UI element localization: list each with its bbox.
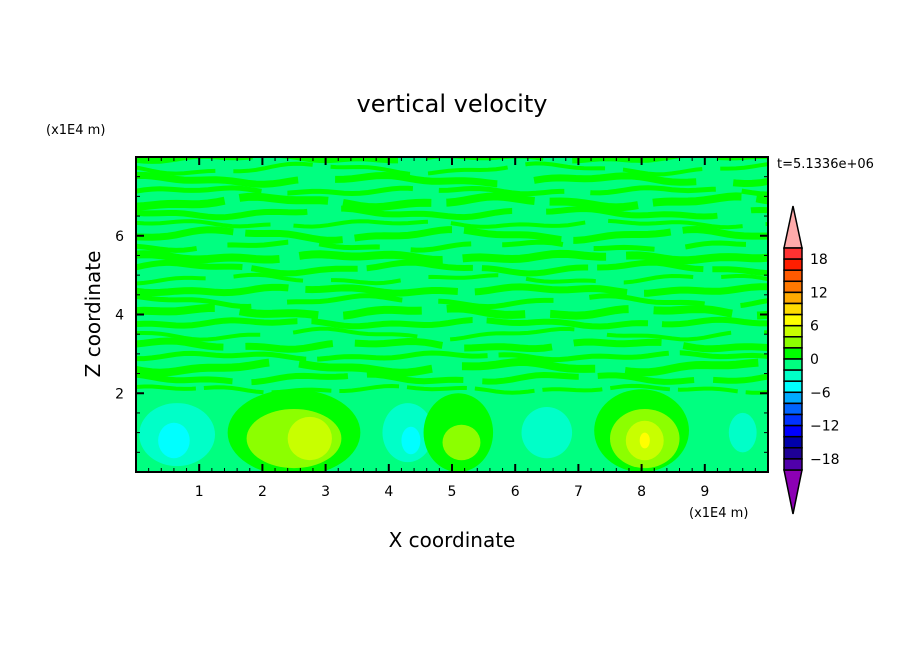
contour-stripe xyxy=(136,350,768,363)
colorbar-box xyxy=(783,258,803,271)
x-tick-label: 2 xyxy=(258,484,267,500)
time-label: t=5.1336e+06 xyxy=(777,157,874,172)
colorbar-box xyxy=(783,435,803,449)
colorbar-box xyxy=(783,391,803,405)
x-tick-label: 8 xyxy=(637,484,646,500)
y-tick-label: 6 xyxy=(115,229,124,245)
colorbar-label: 12 xyxy=(810,285,828,301)
contour-stripe xyxy=(136,357,768,377)
colorbar-box xyxy=(783,458,803,471)
colorbar-box xyxy=(783,413,803,427)
contour-stripe xyxy=(136,383,768,395)
colorbar-label: −12 xyxy=(810,419,840,435)
x-unit-label: (x1E4 m) xyxy=(689,506,748,521)
axes: 1 2 3 4 5 6 7 8 9 2 4 6 xyxy=(115,157,768,500)
colorbar-box xyxy=(783,347,803,360)
y-axis-label: Z coordinate xyxy=(81,251,105,378)
y-unit-label: (x1E4 m) xyxy=(46,123,105,138)
colorbar-box xyxy=(783,324,803,338)
colorbar-bottom-arrow xyxy=(783,469,803,515)
colorbar-label: 6 xyxy=(810,319,819,335)
contour-region xyxy=(287,416,332,461)
contour-region xyxy=(521,407,573,459)
colorbar-label: 0 xyxy=(810,352,819,368)
plot-area xyxy=(136,157,768,472)
x-tick-label: 7 xyxy=(574,484,583,500)
contour-region xyxy=(639,432,650,449)
contour-region xyxy=(401,426,421,455)
colorbar-box xyxy=(783,358,803,371)
colorbar-box xyxy=(783,291,803,305)
contour-region xyxy=(158,422,190,459)
colorbar-label: −18 xyxy=(810,452,840,468)
contour-stripe xyxy=(136,239,768,253)
y-tick-label: 4 xyxy=(115,308,124,324)
colorbar-label: 18 xyxy=(810,252,828,268)
colorbar-box xyxy=(783,424,803,438)
x-tick-label: 9 xyxy=(700,484,709,500)
contour-stripe xyxy=(136,326,768,342)
contour-stripe xyxy=(136,316,768,330)
contour-stripe xyxy=(136,283,768,297)
colorbar-box xyxy=(783,280,803,294)
contour-stripe xyxy=(136,171,768,188)
contour-stripe xyxy=(136,225,768,244)
colorbar-box xyxy=(783,302,803,316)
colorbar-top-arrow xyxy=(783,205,803,249)
x-tick-label: 1 xyxy=(195,484,204,500)
x-tick-label: 5 xyxy=(448,484,457,500)
x-tick-label: 4 xyxy=(384,484,393,500)
contour-region xyxy=(728,412,757,453)
contour-stripe xyxy=(136,185,768,197)
contour-region xyxy=(442,424,481,461)
contour-stripe xyxy=(136,205,768,221)
colorbar-box xyxy=(783,380,803,394)
x-tick-label: 3 xyxy=(321,484,330,500)
colorbar-box xyxy=(783,402,803,416)
contour-stripe xyxy=(136,259,768,277)
colorbar-box xyxy=(783,336,803,349)
colorbar-box xyxy=(783,269,803,283)
contour-stripe xyxy=(136,218,768,230)
contour-stripe xyxy=(136,371,768,386)
x-tick-label: 6 xyxy=(511,484,520,500)
y-tick-label: 2 xyxy=(115,386,124,402)
colorbar-box xyxy=(783,369,803,382)
colorbar-label: −6 xyxy=(810,385,831,401)
contour-stripe xyxy=(136,161,768,177)
colorbar-box xyxy=(783,247,803,260)
colorbar-box xyxy=(783,447,803,460)
contour-stripe xyxy=(136,304,768,321)
chart-title: vertical velocity xyxy=(357,90,548,118)
colorbar-box xyxy=(783,313,803,327)
contour-stripe xyxy=(136,293,768,310)
colorbar: 18 12 6 0 −6 −12 −18 xyxy=(783,205,840,515)
contour-stripe xyxy=(136,272,768,286)
contour-stripe xyxy=(136,249,768,265)
x-axis-label: X coordinate xyxy=(389,528,516,552)
contour-stripe xyxy=(136,192,768,212)
